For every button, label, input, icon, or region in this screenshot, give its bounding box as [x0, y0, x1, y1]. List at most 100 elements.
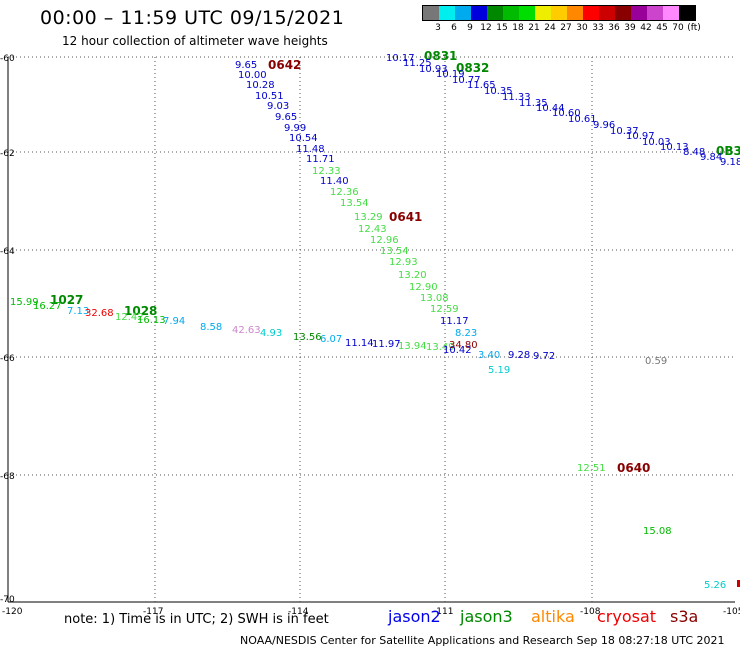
- wave-height-label: 7.94: [163, 316, 185, 327]
- wave-height-label: 12.90: [409, 282, 438, 293]
- satellite-legend-item: jason3: [460, 607, 513, 626]
- pass-label: 1027: [50, 293, 83, 307]
- pass-label: 0831: [424, 49, 457, 63]
- legend-label: 42: [640, 23, 652, 33]
- legend-swatch: [503, 6, 519, 20]
- legend-label: 18: [512, 23, 524, 33]
- wave-height-label: 5.19: [488, 365, 510, 376]
- legend-label: 36: [608, 23, 620, 33]
- lon-tick-label: -120: [2, 607, 23, 617]
- wave-height-label: 11.40: [320, 176, 349, 187]
- legend-swatch: [631, 6, 647, 20]
- wave-height-label: 8.58: [200, 322, 222, 333]
- wave-height-label: 11.35: [519, 98, 548, 109]
- wave-height-label: 9.65: [275, 112, 297, 123]
- wave-height-label: 10.54: [289, 133, 318, 144]
- legend-swatch: [599, 6, 615, 20]
- legend-label: 12: [480, 23, 492, 33]
- wave-height-label: 13.20: [398, 270, 427, 281]
- legend-swatch: [583, 6, 599, 20]
- legend-label: (ft): [687, 23, 701, 33]
- legend-swatch: [647, 6, 663, 20]
- wave-height-label: 15.99: [10, 297, 39, 308]
- wave-height-label: 8.23: [455, 328, 477, 339]
- wave-height-label: 12.93: [389, 257, 418, 268]
- legend-swatch: [663, 6, 679, 20]
- legend-swatch: [535, 6, 551, 20]
- wave-height-label: 5.26: [704, 580, 726, 591]
- legend-label: 3: [435, 23, 441, 33]
- wave-height-label: 10.13: [660, 142, 689, 153]
- legend-label: 30: [576, 23, 588, 33]
- wave-height-label: 11.17: [440, 316, 469, 327]
- legend-labels: 3 6 9 12 15 18 21 24 27 30 33 36 39 42 45 70 (ft): [422, 23, 701, 37]
- legend-swatches: [422, 5, 696, 21]
- legend-swatch: [439, 6, 455, 20]
- wave-height-label: 12.42: [115, 312, 144, 323]
- pass-label: 0641: [389, 210, 422, 224]
- lon-tick-label: -117: [143, 607, 163, 617]
- wave-height-values: 9.6510.0010.2810.519.039.659.9910.5411.4…: [10, 53, 740, 591]
- wave-height-label: 10.19: [436, 69, 465, 80]
- wave-height-label: 12.36: [330, 187, 359, 198]
- legend-swatch: [519, 6, 535, 20]
- satellite-legend-item: altika: [531, 607, 575, 626]
- wave-height-label: 11.14: [345, 338, 374, 349]
- pass-label: 0642: [268, 58, 301, 72]
- axis-labels: -60 -62 -64 -66 -68 -70 -120 -117 -114 -111 -108 -1…: [0, 54, 740, 617]
- lat-tick-label: -64: [0, 247, 15, 257]
- legend-label: 33: [592, 23, 604, 33]
- wave-height-label: 16.13: [137, 315, 166, 326]
- subtitle: 12 hour collection of altimeter wave hei…: [62, 34, 328, 48]
- wave-height-label: 12.59: [430, 304, 459, 315]
- edge-marker: [737, 580, 740, 587]
- wave-height-label: 10.37: [610, 126, 639, 137]
- lon-tick-label: -114: [288, 607, 309, 617]
- wave-height-label: 13.56: [293, 332, 322, 343]
- wave-height-label: 10.44: [536, 103, 565, 114]
- wave-height-label: 42.63: [232, 325, 261, 336]
- wave-height-label: 10.03: [642, 137, 671, 148]
- wave-height-label: 11.48: [296, 144, 325, 155]
- wave-height-label: 34.80: [449, 340, 478, 351]
- wave-height-label: 13.08: [420, 293, 449, 304]
- lon-tick-label: -105: [723, 607, 740, 617]
- wave-height-label: 13.54: [380, 246, 409, 257]
- wave-height-label: 10.61: [568, 114, 597, 125]
- wave-height-label: 10.97: [626, 131, 655, 142]
- wave-height-label: 11.33: [502, 92, 531, 103]
- wave-height-label: 9.28: [508, 350, 530, 361]
- legend-label: 6: [451, 23, 457, 33]
- legend-swatch: [455, 6, 471, 20]
- wave-height-label: 8.48: [683, 147, 705, 158]
- legend-label: 24: [544, 23, 556, 33]
- legend-label: 70: [672, 23, 684, 33]
- wave-height-label: 6.07: [320, 334, 342, 345]
- legend-label: 9: [467, 23, 473, 33]
- wave-height-label: 9.84: [700, 152, 722, 163]
- wave-height-label: 16.27: [33, 301, 62, 312]
- wave-height-label: 11.97: [372, 339, 401, 350]
- lat-tick-label: -66: [0, 354, 15, 364]
- wave-height-label: 10.28: [246, 80, 275, 91]
- wave-height-label: 7.13: [67, 306, 89, 317]
- legend-label: 21: [528, 23, 540, 33]
- page-title: 00:00 – 11:59 UTC 09/15/2021: [40, 7, 345, 29]
- legend-swatch: [679, 6, 695, 20]
- wave-height-label: 9.96: [593, 120, 615, 131]
- lat-tick-label: -60: [0, 54, 15, 64]
- pass-label: 1028: [124, 304, 157, 318]
- wave-height-label: 32.68: [85, 308, 114, 319]
- wave-height-label: 9.03: [267, 101, 289, 112]
- wave-height-label: 10.00: [238, 70, 267, 81]
- satellite-legend-item: s3a: [670, 607, 699, 626]
- legend-label: 15: [496, 23, 508, 33]
- satellite-legend-item: jason2: [388, 607, 441, 626]
- wave-height-label: 9.65: [235, 60, 257, 71]
- wave-height-label: 13.29: [354, 212, 383, 223]
- wave-height-label: 12.51: [577, 463, 606, 474]
- wave-height-label: 4.93: [260, 328, 282, 339]
- wave-height-label: 11.65: [467, 80, 496, 91]
